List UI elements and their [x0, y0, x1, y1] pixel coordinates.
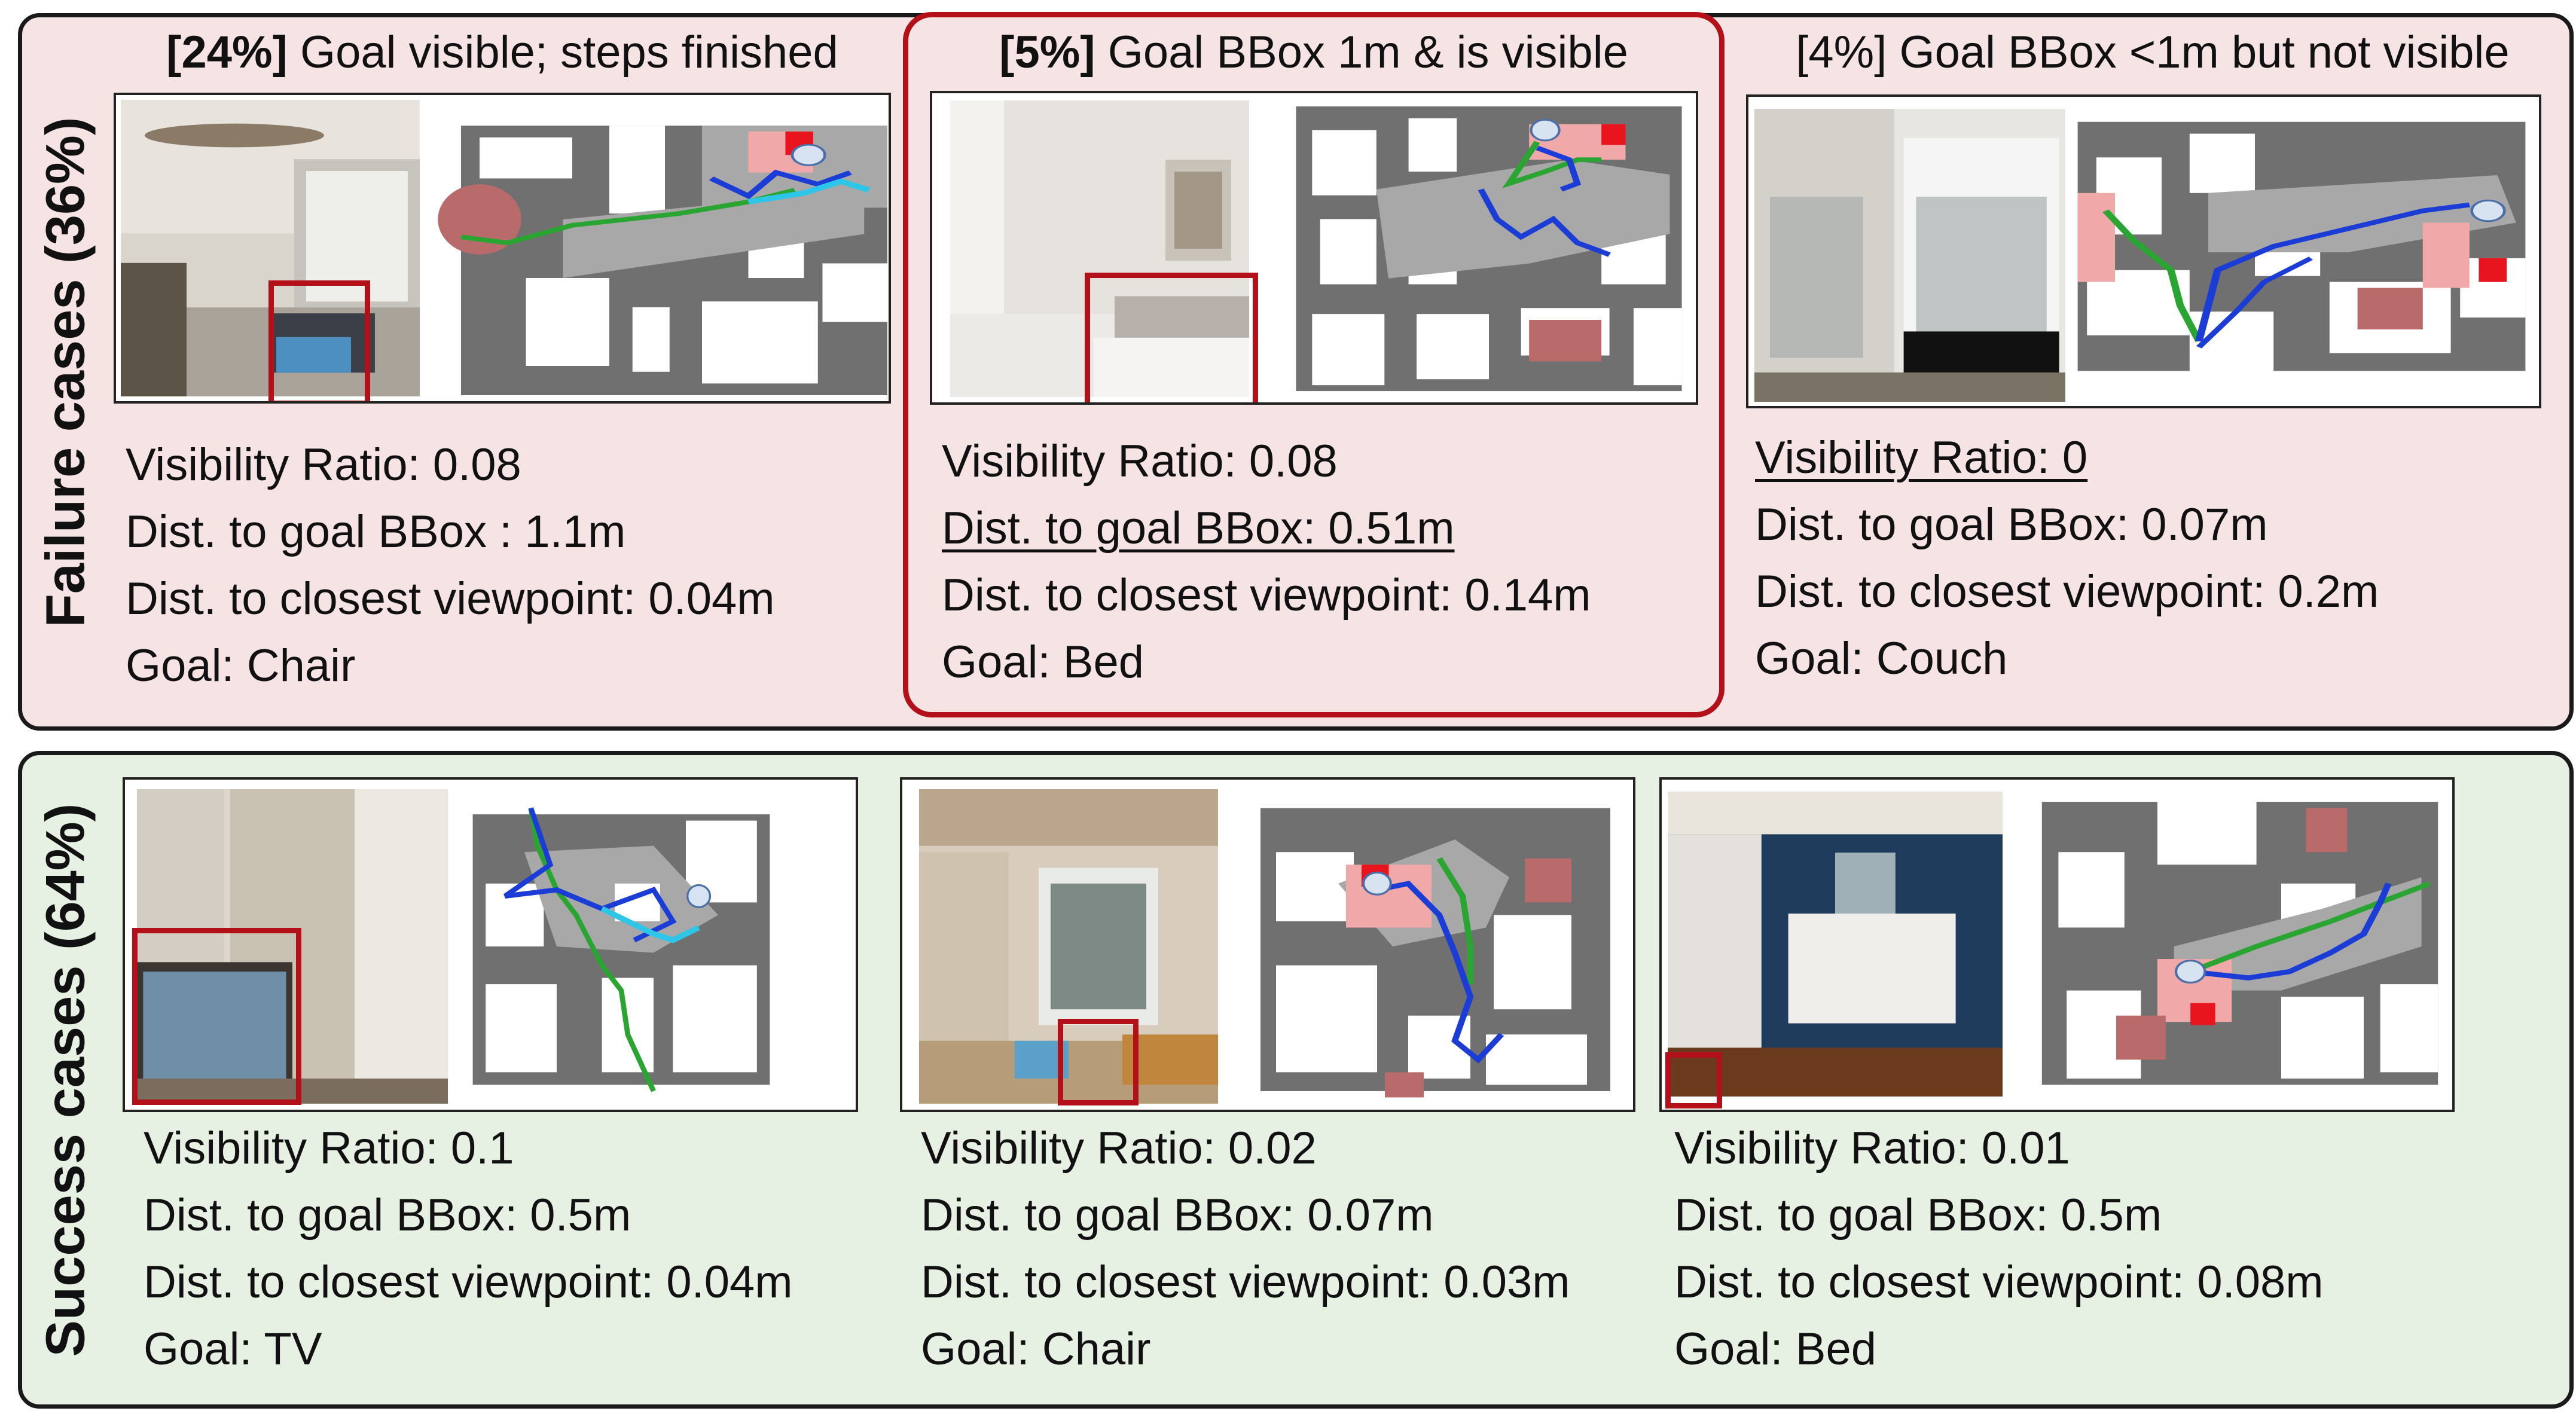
failure-case-3-title: [4%] Goal BBox <1m but not visible — [1796, 27, 2510, 78]
success-case-3-panel — [1659, 777, 2455, 1112]
failure-case-3-stats: Visibility Ratio: 0 Dist. to goal BBox: … — [1755, 424, 2379, 692]
success-case-1-stats: Visibility Ratio: 0.1 Dist. to goal BBox… — [144, 1115, 793, 1383]
failure-case-2-stats: Visibility Ratio: 0.08 Dist. to goal BBo… — [942, 428, 1591, 696]
success-case-2-panel — [900, 777, 1635, 1112]
success-cases-label: Success cases (64%) — [35, 803, 96, 1357]
success-case-1-panel — [123, 777, 858, 1112]
dist-to-closest-viewpoint: Dist. to closest viewpoint: 0.03m — [921, 1257, 1570, 1308]
failure-case-1-panel — [114, 93, 891, 404]
visibility-ratio: Visibility Ratio: 0.08 — [126, 439, 521, 490]
dist-to-goal-bbox: Dist. to goal BBox: 0.07m — [921, 1190, 1434, 1241]
failure-case-3-map — [2068, 104, 2535, 401]
success-case-3-photo — [1668, 792, 2003, 1097]
success-case-2-map — [1237, 789, 1626, 1104]
visibility-ratio: Visibility Ratio: 0 — [1755, 432, 2088, 483]
dist-to-closest-viewpoint: Dist. to closest viewpoint: 0.04m — [126, 573, 775, 624]
failure-case-1-map — [424, 102, 887, 395]
dist-to-closest-viewpoint: Dist. to closest viewpoint: 0.08m — [1674, 1257, 2324, 1308]
success-case-1-map — [460, 789, 783, 1104]
goal-label: Goal: Bed — [942, 637, 1144, 688]
failure-case-1-goal-box — [268, 280, 370, 401]
failure-case-3-panel — [1746, 94, 2541, 408]
failure-case-3-photo — [1754, 109, 2065, 402]
highlighted-case-frame — [903, 12, 1725, 717]
success-case-3-map — [2034, 789, 2446, 1104]
failure-case-2-map — [1288, 100, 1690, 397]
dist-to-goal-bbox: Dist. to goal BBox: 0.5m — [144, 1190, 631, 1241]
dist-to-closest-viewpoint: Dist. to closest viewpoint: 0.04m — [144, 1257, 793, 1308]
visibility-ratio: Visibility Ratio: 0.08 — [942, 436, 1338, 487]
success-case-1-goal-box — [132, 928, 301, 1105]
goal-label: Goal: Couch — [1755, 633, 2008, 684]
success-case-2-goal-box — [1058, 1019, 1139, 1105]
goal-label: Goal: Chair — [126, 640, 356, 691]
dist-to-closest-viewpoint: Dist. to closest viewpoint: 0.2m — [1755, 566, 2379, 617]
goal-label: Goal: Bed — [1674, 1324, 1876, 1375]
failure-case-1-title: [24%] Goal visible; steps finished — [166, 27, 838, 78]
failure-case-2-title: [5%] Goal BBox 1m & is visible — [999, 27, 1628, 78]
success-case-1-photo — [137, 789, 448, 1104]
failure-case-2-panel — [930, 91, 1698, 405]
visibility-ratio: Visibility Ratio: 0.01 — [1674, 1123, 2070, 1174]
visibility-ratio: Visibility Ratio: 0.02 — [921, 1123, 1317, 1174]
dist-to-closest-viewpoint: Dist. to closest viewpoint: 0.14m — [942, 570, 1591, 621]
success-case-3-stats: Visibility Ratio: 0.01 Dist. to goal BBo… — [1674, 1115, 2324, 1383]
failure-case-1-stats: Visibility Ratio: 0.08 Dist. to goal BBo… — [126, 432, 775, 700]
goal-label: Goal: Chair — [921, 1324, 1151, 1375]
failure-case-2-goal-box — [1085, 273, 1258, 402]
dist-to-goal-bbox: Dist. to goal BBox : 1.1m — [126, 506, 626, 557]
failure-cases-label: Failure cases (36%) — [35, 116, 96, 628]
dist-to-goal-bbox: Dist. to goal BBox: 0.07m — [1755, 499, 2268, 550]
dist-to-goal-bbox: Dist. to goal BBox: 0.51m — [942, 503, 1455, 554]
goal-label: Goal: TV — [144, 1324, 322, 1375]
failure-case-2-photo — [950, 100, 1249, 397]
success-case-3-goal-box — [1665, 1052, 1722, 1108]
success-case-2-stats: Visibility Ratio: 0.02 Dist. to goal BBo… — [921, 1115, 1570, 1383]
dist-to-goal-bbox: Dist. to goal BBox: 0.5m — [1674, 1190, 2162, 1241]
visibility-ratio: Visibility Ratio: 0.1 — [144, 1123, 514, 1174]
